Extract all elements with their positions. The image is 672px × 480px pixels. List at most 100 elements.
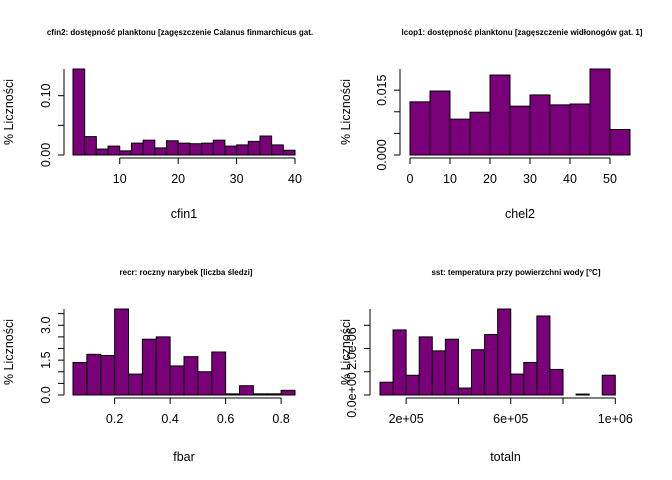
bar bbox=[197, 371, 213, 396]
x-tick-label: 0.2 bbox=[106, 412, 123, 426]
chart-title: sst: temperatura przy powierzchni wody [… bbox=[431, 268, 600, 277]
x-tick-label: 50 bbox=[603, 172, 617, 186]
x-tick-label: 0.6 bbox=[217, 412, 234, 426]
x-tick-label: 10 bbox=[113, 172, 127, 186]
bar bbox=[589, 68, 611, 156]
x-tick-label: 6e+05 bbox=[493, 412, 528, 426]
y-axis: 0.000 0.015 bbox=[375, 69, 401, 171]
chart-panel-3: recr: roczny narybek [liczba śledzi]0.2 0… bbox=[2, 268, 296, 464]
bar bbox=[601, 374, 616, 396]
bar bbox=[549, 104, 571, 156]
bar bbox=[155, 336, 171, 396]
bar bbox=[392, 329, 407, 396]
bar bbox=[142, 139, 156, 156]
bar bbox=[429, 90, 451, 156]
bar bbox=[100, 354, 116, 396]
x-tick-label: 10 bbox=[443, 172, 457, 186]
bar bbox=[575, 393, 590, 396]
bar bbox=[418, 336, 433, 396]
bar bbox=[239, 385, 254, 396]
bar bbox=[280, 389, 296, 396]
x-axis: 10 20 30 40 bbox=[113, 157, 302, 186]
bar bbox=[72, 361, 88, 396]
chart-panel-2: lcop1: dostępność planktonu [zagęszczeni… bbox=[339, 28, 643, 221]
x-tick-label: 0.8 bbox=[272, 412, 289, 426]
x-tick-label: 0.4 bbox=[161, 412, 178, 426]
bar bbox=[510, 373, 525, 396]
y-tick-label: 1.5 bbox=[39, 351, 53, 368]
bar bbox=[409, 101, 431, 156]
bar bbox=[211, 351, 227, 396]
bar bbox=[177, 142, 191, 156]
bar bbox=[224, 145, 238, 156]
y-tick-label: 0.10 bbox=[39, 83, 53, 107]
bar bbox=[189, 143, 203, 156]
bar bbox=[252, 393, 268, 396]
bar bbox=[95, 148, 109, 156]
bar bbox=[128, 373, 143, 396]
y-axis-label: % Liczności bbox=[339, 79, 353, 145]
bar bbox=[469, 111, 491, 156]
bar bbox=[444, 338, 459, 396]
bar bbox=[72, 68, 86, 156]
x-axis-label: cfin1 bbox=[171, 207, 197, 221]
bar bbox=[457, 387, 473, 396]
bar bbox=[266, 393, 282, 396]
bar bbox=[247, 140, 261, 156]
x-tick-label: 30 bbox=[230, 172, 244, 186]
chart-title: lcop1: dostępność planktonu [zagęszczeni… bbox=[402, 28, 643, 37]
bar bbox=[114, 308, 129, 396]
bars bbox=[72, 68, 296, 156]
y-axis-label: % Liczności bbox=[2, 79, 16, 145]
bar bbox=[225, 393, 240, 396]
bar bbox=[536, 315, 551, 396]
y-axis-label: % Liczności bbox=[339, 319, 353, 385]
bar bbox=[84, 136, 97, 156]
bar bbox=[471, 349, 486, 396]
y-tick-label: 3.0 bbox=[39, 317, 53, 334]
bar bbox=[569, 103, 591, 156]
bar bbox=[130, 142, 144, 156]
y-axis: 0.00 0.10 bbox=[39, 69, 65, 167]
y-tick-label: 2.0e-06 bbox=[345, 327, 359, 369]
bar bbox=[405, 374, 420, 396]
bar bbox=[489, 74, 511, 156]
bar bbox=[201, 142, 214, 156]
x-tick-label: 20 bbox=[483, 172, 497, 186]
chart-panel-4: sst: temperatura przy powierzchni wody [… bbox=[339, 268, 633, 464]
bar bbox=[484, 334, 499, 396]
chart-title: cfin2: dostępność planktonu [zagęszczeni… bbox=[47, 28, 313, 37]
y-tick-label: 0.00 bbox=[39, 143, 53, 167]
bar bbox=[549, 368, 564, 396]
x-axis: 0.2 0.4 0.6 0.8 bbox=[106, 397, 290, 426]
x-tick-label: 40 bbox=[288, 172, 302, 186]
y-tick-label: 0.000 bbox=[375, 139, 389, 170]
bar bbox=[154, 147, 167, 156]
bar bbox=[165, 140, 179, 156]
x-axis: 2e+05 6e+05 1e+06 bbox=[389, 397, 633, 426]
x-axis-label: chel2 bbox=[505, 207, 535, 221]
bar bbox=[282, 149, 296, 156]
x-axis-label: fbar bbox=[173, 450, 195, 464]
x-axis: 0 10 20 30 40 50 bbox=[407, 157, 617, 186]
bar bbox=[169, 365, 185, 396]
bar bbox=[259, 135, 273, 156]
y-axis: 0.0 1.5 3.0 bbox=[39, 309, 65, 404]
bar bbox=[271, 144, 284, 156]
bar bbox=[497, 308, 512, 396]
bar bbox=[609, 129, 631, 156]
x-axis-label: totaln bbox=[490, 450, 521, 464]
y-axis-label: % Liczności bbox=[2, 319, 16, 385]
bar bbox=[212, 139, 226, 156]
bars bbox=[72, 308, 296, 396]
x-tick-label: 40 bbox=[563, 172, 577, 186]
bar bbox=[236, 144, 249, 156]
x-tick-label: 30 bbox=[523, 172, 537, 186]
x-tick-label: 2e+05 bbox=[389, 412, 424, 426]
y-tick-label: 0.015 bbox=[375, 74, 389, 105]
chart-panel-1: cfin2: dostępność planktonu [zagęszczeni… bbox=[2, 28, 313, 221]
y-tick-label: 0.0e+00 bbox=[345, 372, 359, 418]
y-tick-label: 0.0 bbox=[39, 386, 53, 403]
y-axis: 0.0e+00 2.0e-06 bbox=[345, 309, 371, 418]
